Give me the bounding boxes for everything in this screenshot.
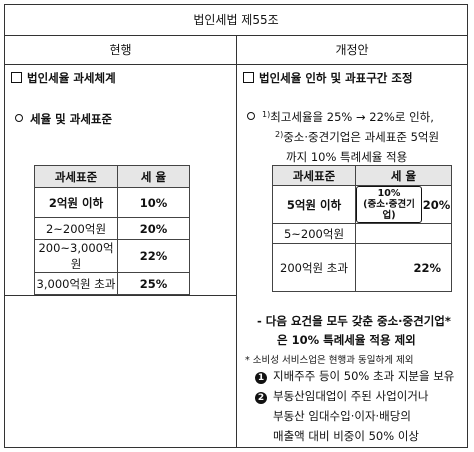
condition-line-2: 은 10% 특례세율 적용 제외 <box>277 333 416 347</box>
tax-base-cell: 2억원 이하 <box>34 187 118 218</box>
divider <box>5 295 236 296</box>
table-row: 2~200억원 20% <box>34 217 190 240</box>
special-rate-cell: 10% (중소·중견기업) <box>355 185 422 224</box>
table-header-row: 과세표준 세 율 <box>34 165 190 188</box>
requirement-2: 2 부동산임대업이 주된 사업이거나 <box>255 388 428 404</box>
table-row: 200~3,000억원 22% <box>34 239 190 273</box>
column-header-current: 현행 <box>109 43 132 57</box>
header-tax-rate: 세 율 <box>355 165 452 186</box>
number-two-icon: 2 <box>255 392 267 404</box>
tax-rate-cell: 25% <box>117 272 190 295</box>
document-title: 법인세법 제55조 <box>193 13 279 27</box>
circle-bullet-icon <box>15 114 23 122</box>
current-tax-table: 과세표준 세 율 2억원 이하 10% 2~200억원 20% 200~3,00… <box>34 165 190 295</box>
table-row: 3,000억원 초과 25% <box>34 272 190 295</box>
header-tax-base: 과세표준 <box>272 165 356 186</box>
tax-base-cell: 200~3,000억원 <box>34 239 118 273</box>
divider <box>5 64 467 65</box>
requirement-1: 1 지배주주 등이 50% 초과 지분을 보유 <box>255 368 454 384</box>
tax-base-cell: 200억원 초과 <box>272 243 356 292</box>
revised-note-2: 2)중소·중견기업은 과세표준 5억원 <box>275 130 440 144</box>
checkbox-square-icon <box>243 72 254 83</box>
condition-line-1: - 다음 요건을 모두 갖춘 중소·중견기업* <box>257 314 451 328</box>
tax-base-cell: 5억원 이하 <box>272 185 356 224</box>
requirement-2-cont-2: 매출액 대비 비중이 50% 이상 <box>273 429 419 443</box>
circle-bullet-icon <box>247 112 255 120</box>
column-divider <box>236 35 237 447</box>
tax-rate-cell: 10% <box>117 187 190 218</box>
tax-rate-cell: 20% <box>117 217 190 240</box>
requirement-2-cont-1: 부동산 임대수입·이자·배당의 <box>273 409 411 423</box>
sme-special-rate-stamp: 10% (중소·중견기업) <box>356 186 422 223</box>
tax-base-cell: 2~200억원 <box>34 217 118 240</box>
tax-base-cell: 5~200억원 <box>272 223 356 244</box>
tax-rate-cell: 20% <box>422 185 452 224</box>
comparison-table: 법인세법 제55조 현행 개정안 법인세율 과세체계 세율 및 과세표준 과세표… <box>4 4 468 448</box>
revised-section-heading: 법인세율 인하 및 과표구간 조정 <box>243 70 413 86</box>
tax-rate-cell: 22% <box>117 239 190 273</box>
table-row: 5~200억원 <box>272 223 452 244</box>
number-one-icon: 1 <box>255 372 267 384</box>
header-tax-rate: 세 율 <box>117 165 190 188</box>
column-header-revised: 개정안 <box>335 43 369 57</box>
checkbox-square-icon <box>11 72 22 83</box>
table-row: 5억원 이하 10% (중소·중견기업) 20% <box>272 185 452 224</box>
current-section-heading: 법인세율 과세체계 <box>11 70 116 86</box>
table-row: 2억원 이하 10% <box>34 187 190 218</box>
revised-note-2-cont: 까지 10% 특례세율 적용 <box>286 150 408 164</box>
header-tax-base: 과세표준 <box>34 165 118 188</box>
revised-tax-table: 과세표준 세 율 5억원 이하 10% (중소·중견기업) 20% 5~200억… <box>272 165 452 292</box>
table-row: 200억원 초과 22% <box>272 243 452 292</box>
table-header-row: 과세표준 세 율 <box>272 165 452 186</box>
revised-note-1: 1)최고세율을 25% → 22%로 인하, <box>247 109 434 125</box>
tax-rate-cell <box>355 223 452 244</box>
tax-rate-cell: 22% <box>355 243 452 292</box>
footnote: * 소비성 서비스업은 현행과 동일하게 제외 <box>245 355 414 366</box>
current-item-heading: 세율 및 과세표준 <box>15 111 112 127</box>
tax-base-cell: 3,000억원 초과 <box>34 272 118 295</box>
